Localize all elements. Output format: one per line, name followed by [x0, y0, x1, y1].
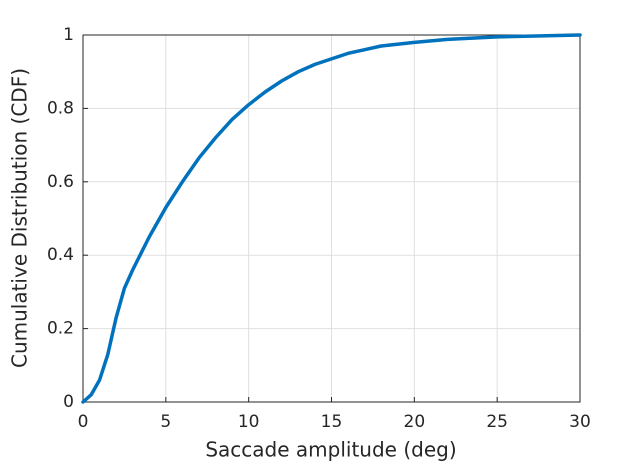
x-tick-label: 0 — [78, 412, 89, 432]
y-tick-label: 0.4 — [47, 245, 74, 265]
y-axis-label: Cumulative Distribution (CDF) — [8, 68, 32, 368]
x-tick-label: 15 — [321, 412, 343, 432]
x-tick-label: 25 — [486, 412, 508, 432]
y-tick-label: 0 — [63, 392, 74, 412]
y-tick-label: 1 — [63, 25, 74, 45]
axes-frame — [82, 34, 581, 403]
x-tick-label: 30 — [569, 412, 591, 432]
y-tick-label: 0.2 — [47, 319, 74, 339]
x-tick-label: 20 — [404, 412, 426, 432]
y-tick-label: 0.8 — [47, 98, 74, 118]
x-tick-label: 10 — [238, 412, 260, 432]
y-tick-label: 0.6 — [47, 172, 74, 192]
x-axis-label: Saccade amplitude (deg) — [205, 438, 456, 462]
x-tick-label: 5 — [160, 412, 171, 432]
cdf-line — [81, 33, 582, 404]
